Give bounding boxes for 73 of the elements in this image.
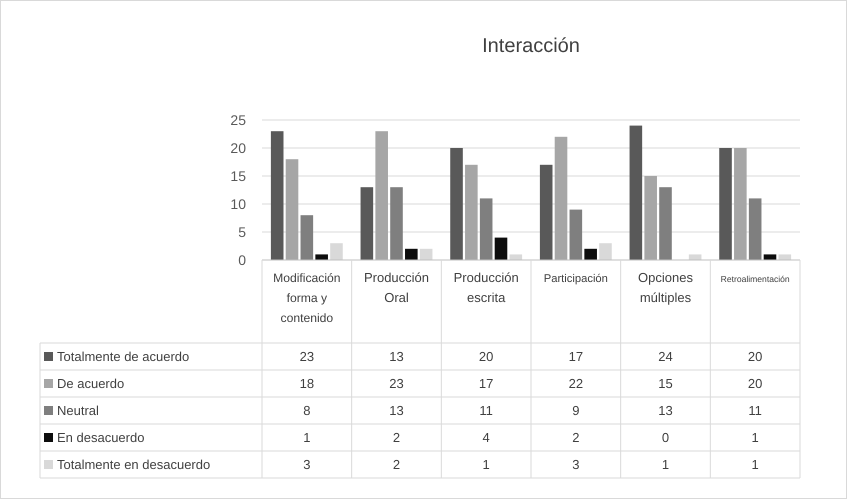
data-label: 20 xyxy=(748,349,762,364)
data-label: 2 xyxy=(392,457,400,472)
x-tick-label: Retroalimentación xyxy=(720,274,790,284)
x-tick-label: Producción escrita xyxy=(454,270,519,305)
data-label: 4 xyxy=(482,430,490,445)
data-label: 20 xyxy=(748,376,762,391)
bar xyxy=(465,164,478,260)
data-label: 17 xyxy=(478,376,494,391)
data-label: 2 xyxy=(572,430,580,445)
bar xyxy=(405,248,418,260)
bar xyxy=(764,254,776,260)
data-label: 13 xyxy=(658,403,673,418)
y-tick-label: 10 xyxy=(230,196,246,212)
data-label: 11 xyxy=(479,403,493,418)
data-label: 15 xyxy=(658,376,673,391)
bar xyxy=(286,159,298,260)
data-label: 3 xyxy=(572,457,580,472)
bar xyxy=(330,243,343,260)
y-tick-label: 20 xyxy=(230,140,246,156)
bar xyxy=(599,243,612,260)
data-label: 1 xyxy=(662,457,670,472)
x-tick-label: Opciones múltiples xyxy=(638,270,694,305)
data-label: 2 xyxy=(392,430,400,445)
data-label: 23 xyxy=(300,349,314,364)
data-label: 24 xyxy=(658,349,673,364)
x-tick-label: Modificación forma y contenido xyxy=(273,271,341,325)
bar xyxy=(540,164,552,260)
bar xyxy=(734,148,747,260)
data-label: 17 xyxy=(568,349,584,364)
bar xyxy=(360,187,374,260)
data-label: 13 xyxy=(389,403,404,418)
bar xyxy=(570,210,582,260)
bar xyxy=(390,187,403,260)
bar xyxy=(375,131,388,260)
legend-label: Totalmente en desacuerdo xyxy=(57,457,210,472)
data-label: 9 xyxy=(572,403,580,418)
bar xyxy=(719,148,732,260)
data-label: 18 xyxy=(300,376,314,391)
y-tick-label: 5 xyxy=(238,224,246,240)
data-label: 0 xyxy=(662,430,670,445)
data-label: 1 xyxy=(303,430,310,445)
y-tick-label: 0 xyxy=(238,252,246,268)
data-label: 13 xyxy=(389,349,404,364)
data-label: 3 xyxy=(303,457,310,472)
data-label: 1 xyxy=(752,430,759,445)
data-label: 1 xyxy=(482,457,490,472)
bar xyxy=(584,248,597,260)
data-label: 22 xyxy=(568,376,584,391)
data-label: 8 xyxy=(303,403,310,418)
bar xyxy=(748,198,762,260)
legend-label: En desacuerdo xyxy=(57,430,144,445)
legend-label: Totalmente de acuerdo xyxy=(57,349,190,364)
data-label: 11 xyxy=(748,403,762,418)
data-label: 23 xyxy=(389,376,404,391)
bar xyxy=(644,176,657,260)
data-label: 1 xyxy=(752,457,759,472)
bar xyxy=(494,238,508,260)
data-label: 20 xyxy=(478,349,494,364)
bar xyxy=(450,148,463,260)
bar xyxy=(480,198,492,260)
bar xyxy=(630,126,642,260)
bar xyxy=(554,136,568,260)
legend-label: De acuerdo xyxy=(57,376,124,391)
x-tick-label: Producción Oral xyxy=(364,270,430,305)
bar xyxy=(300,215,314,260)
legend-label: Neutral xyxy=(57,403,100,418)
chart-title: Interacción xyxy=(482,35,580,57)
y-tick-label: 25 xyxy=(230,112,246,128)
bar xyxy=(420,248,432,260)
bar xyxy=(659,187,672,260)
bar xyxy=(270,131,284,260)
y-tick-label: 15 xyxy=(230,168,246,184)
x-tick-label: Participación xyxy=(544,273,608,285)
